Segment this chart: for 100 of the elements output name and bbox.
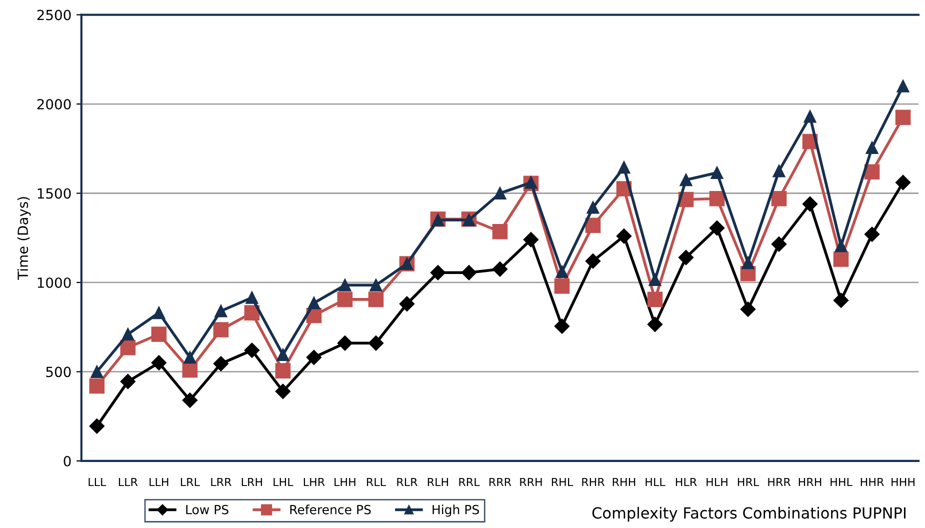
point <box>802 196 818 212</box>
point <box>399 296 415 312</box>
y-tick-label: 0 <box>64 456 71 466</box>
y-tick-label: 1500 <box>38 188 71 199</box>
point <box>709 190 725 206</box>
y-tick-label: 2500 <box>37 10 71 20</box>
point <box>213 322 229 338</box>
point <box>308 296 320 310</box>
point <box>833 292 849 308</box>
x-tick-label: HHL <box>830 478 852 486</box>
point <box>895 110 911 126</box>
point <box>89 378 105 394</box>
y-axis-title: Time (Days) <box>17 197 31 280</box>
x-tick-label: HLL <box>646 478 666 486</box>
point <box>742 256 754 270</box>
x-tick-label: RHH <box>612 478 636 486</box>
y-tick-label: 500 <box>46 366 71 378</box>
x-tick-label: HHH <box>892 478 914 486</box>
point <box>214 304 228 318</box>
point <box>804 110 816 123</box>
point <box>275 363 291 378</box>
x-tick-label: RHL <box>552 478 574 486</box>
legend-label: Reference PS <box>290 504 371 514</box>
x-tick-label: HLR <box>676 478 697 486</box>
point <box>709 220 725 236</box>
point <box>494 187 506 200</box>
point <box>556 266 568 278</box>
point <box>151 355 166 370</box>
point <box>864 226 880 242</box>
point <box>246 291 258 304</box>
point <box>647 316 663 332</box>
point <box>492 224 508 240</box>
x-tick-label: LLL <box>88 478 106 486</box>
x-tick-label: RRR <box>489 478 512 486</box>
point <box>368 336 384 351</box>
point <box>244 305 260 320</box>
legend-label: High PS <box>432 504 479 517</box>
point <box>833 252 849 267</box>
x-tick-label: HRL <box>738 478 760 486</box>
point <box>864 164 880 180</box>
point <box>120 340 136 356</box>
x-tick-label: RRL <box>459 478 480 486</box>
point <box>678 250 694 266</box>
x-tick-label: RLR <box>397 478 418 486</box>
x-tick-label: HHR <box>860 478 884 486</box>
point <box>338 278 352 292</box>
point <box>182 362 198 378</box>
point <box>337 336 353 351</box>
point <box>586 201 600 214</box>
point <box>213 356 228 372</box>
point <box>89 418 104 434</box>
x-tick-label: LLR <box>118 478 138 486</box>
point <box>120 374 136 390</box>
point <box>710 166 724 179</box>
x-tick-label: LLH <box>150 478 168 486</box>
point <box>151 326 167 342</box>
point <box>616 228 632 244</box>
point <box>430 265 446 280</box>
point <box>554 318 570 334</box>
y-tick-label: 2000 <box>37 98 71 110</box>
point <box>834 240 848 252</box>
point <box>276 348 290 362</box>
x-tick-label: RHR <box>582 478 605 486</box>
x-tick-label: HLH <box>706 478 728 486</box>
point <box>523 232 539 248</box>
point <box>771 190 787 206</box>
point <box>554 278 570 294</box>
x-tick-label: RLH <box>428 478 448 486</box>
point <box>492 262 508 277</box>
point <box>370 278 382 292</box>
point <box>585 253 601 269</box>
point <box>306 350 322 366</box>
x-tick-label: LHL <box>274 478 294 486</box>
x-tick-label: HRR <box>768 478 791 486</box>
point <box>368 292 384 308</box>
x-tick-label: LRL <box>180 478 200 486</box>
legend-label: Low PS <box>186 504 228 514</box>
point <box>647 292 663 308</box>
x-tick-label: RLL <box>366 478 386 486</box>
point <box>648 274 662 286</box>
point <box>122 328 134 340</box>
point <box>771 236 787 252</box>
point <box>772 164 786 178</box>
point <box>896 80 910 92</box>
point <box>152 306 166 320</box>
point <box>461 265 477 280</box>
point <box>895 174 911 190</box>
point <box>182 392 198 408</box>
point <box>680 174 692 186</box>
x-tick-label: LHR <box>304 478 325 486</box>
x-tick-label: RRH <box>520 478 542 486</box>
point <box>337 292 353 308</box>
point <box>184 351 196 364</box>
point <box>866 141 878 154</box>
point <box>618 161 630 174</box>
x-axis-title: Complexity Factors Combinations PUPNPI <box>592 506 906 522</box>
x-tick-label: LHH <box>334 478 356 486</box>
point <box>244 342 260 358</box>
y-tick-label: 1000 <box>38 277 71 288</box>
point <box>275 384 290 399</box>
